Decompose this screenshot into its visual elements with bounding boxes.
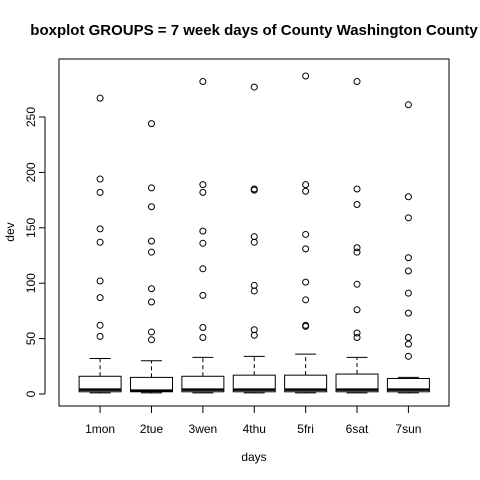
x-tick-label-5fri: 5fri — [297, 422, 314, 436]
outlier-point — [404, 214, 412, 222]
x-axis-label: days — [241, 450, 266, 464]
outlier-point — [199, 239, 207, 247]
outlier-point — [404, 193, 412, 201]
outlier-point — [404, 267, 412, 275]
outlier-point — [147, 285, 155, 293]
outlier-point — [404, 352, 412, 360]
y-tick-label: 200 — [24, 162, 38, 182]
box-5fri — [284, 72, 328, 394]
box-6sat — [335, 78, 379, 394]
outlier-point — [250, 185, 258, 193]
box-body — [181, 375, 225, 393]
outlier-point — [96, 277, 104, 285]
outlier-point — [96, 238, 104, 246]
box-1mon — [78, 94, 122, 394]
y-tick-label: 50 — [24, 332, 38, 346]
x-tick-label-2tue: 2tue — [140, 422, 164, 436]
outlier-point — [96, 175, 104, 183]
outlier-point — [353, 333, 361, 341]
box-2tue — [129, 120, 173, 394]
outlier-point — [199, 78, 207, 86]
outlier-point — [250, 233, 258, 241]
outlier-point — [199, 227, 207, 235]
plot-frame — [58, 58, 450, 407]
outlier-point — [250, 83, 258, 91]
y-tick-label: 250 — [24, 107, 38, 127]
outlier-point — [353, 329, 361, 337]
outlier-point — [302, 72, 310, 80]
outlier-point — [199, 324, 207, 332]
outlier-point — [147, 248, 155, 256]
outlier-point — [353, 185, 361, 193]
outlier-point — [96, 332, 104, 340]
outlier-point — [96, 225, 104, 233]
box-series — [78, 72, 430, 394]
outlier-point — [250, 326, 258, 334]
chart-title: boxplot GROUPS = 7 week days of County W… — [30, 22, 478, 39]
box-body — [78, 375, 122, 393]
outlier-point — [96, 321, 104, 329]
x-tick-label-6sat: 6sat — [346, 422, 369, 436]
outlier-point — [302, 181, 310, 189]
box-body — [232, 374, 276, 393]
outlier-point — [404, 333, 412, 341]
x-tick-label-1mon: 1mon — [85, 422, 115, 436]
outlier-point — [353, 248, 361, 256]
outlier-point — [302, 187, 310, 195]
x-tick-label-3wen: 3wen — [189, 422, 218, 436]
box-body — [335, 373, 379, 393]
outlier-point — [96, 188, 104, 196]
outlier-point — [147, 120, 155, 128]
y-tick-label: 150 — [24, 217, 38, 237]
box-body — [284, 374, 328, 393]
box-3wen — [181, 78, 225, 394]
outlier-point — [353, 280, 361, 288]
outlier-point — [353, 306, 361, 314]
outlier-point — [199, 333, 207, 341]
outlier-point — [147, 298, 155, 306]
x-tick-label-4thu: 4thu — [243, 422, 266, 436]
outlier-point — [302, 321, 310, 329]
y-tick-label: 100 — [24, 273, 38, 293]
outlier-point — [404, 254, 412, 262]
outlier-point — [404, 309, 412, 317]
y-axis-label: dev — [3, 222, 17, 241]
outlier-point — [96, 294, 104, 302]
outlier-point — [353, 201, 361, 209]
outlier-point — [404, 289, 412, 297]
outlier-point — [147, 184, 155, 192]
box-4thu — [232, 83, 276, 394]
outlier-point — [147, 203, 155, 211]
x-tick-label-7sun: 7sun — [395, 422, 421, 436]
outlier-point — [147, 328, 155, 336]
y-tick-label: 0 — [24, 390, 38, 397]
outlier-point — [302, 230, 310, 238]
outlier-point — [199, 265, 207, 273]
outlier-point — [199, 188, 207, 196]
outlier-point — [199, 291, 207, 299]
box-7sun — [386, 101, 430, 394]
outlier-point — [199, 181, 207, 189]
outlier-point — [147, 237, 155, 245]
outlier-point — [302, 278, 310, 286]
x-axis: 1mon 2tue 3wen 4thu 5fri 6sat 7sun — [85, 405, 421, 436]
outlier-point — [302, 245, 310, 253]
outlier-point — [250, 281, 258, 289]
outlier-point — [404, 101, 412, 109]
y-axis: 0 50 100 150 200 250 — [24, 107, 46, 397]
outlier-point — [353, 78, 361, 86]
outlier-point — [147, 336, 155, 344]
outlier-point — [404, 340, 412, 348]
outlier-point — [96, 94, 104, 102]
outlier-point — [302, 296, 310, 304]
outlier-point — [353, 244, 361, 252]
